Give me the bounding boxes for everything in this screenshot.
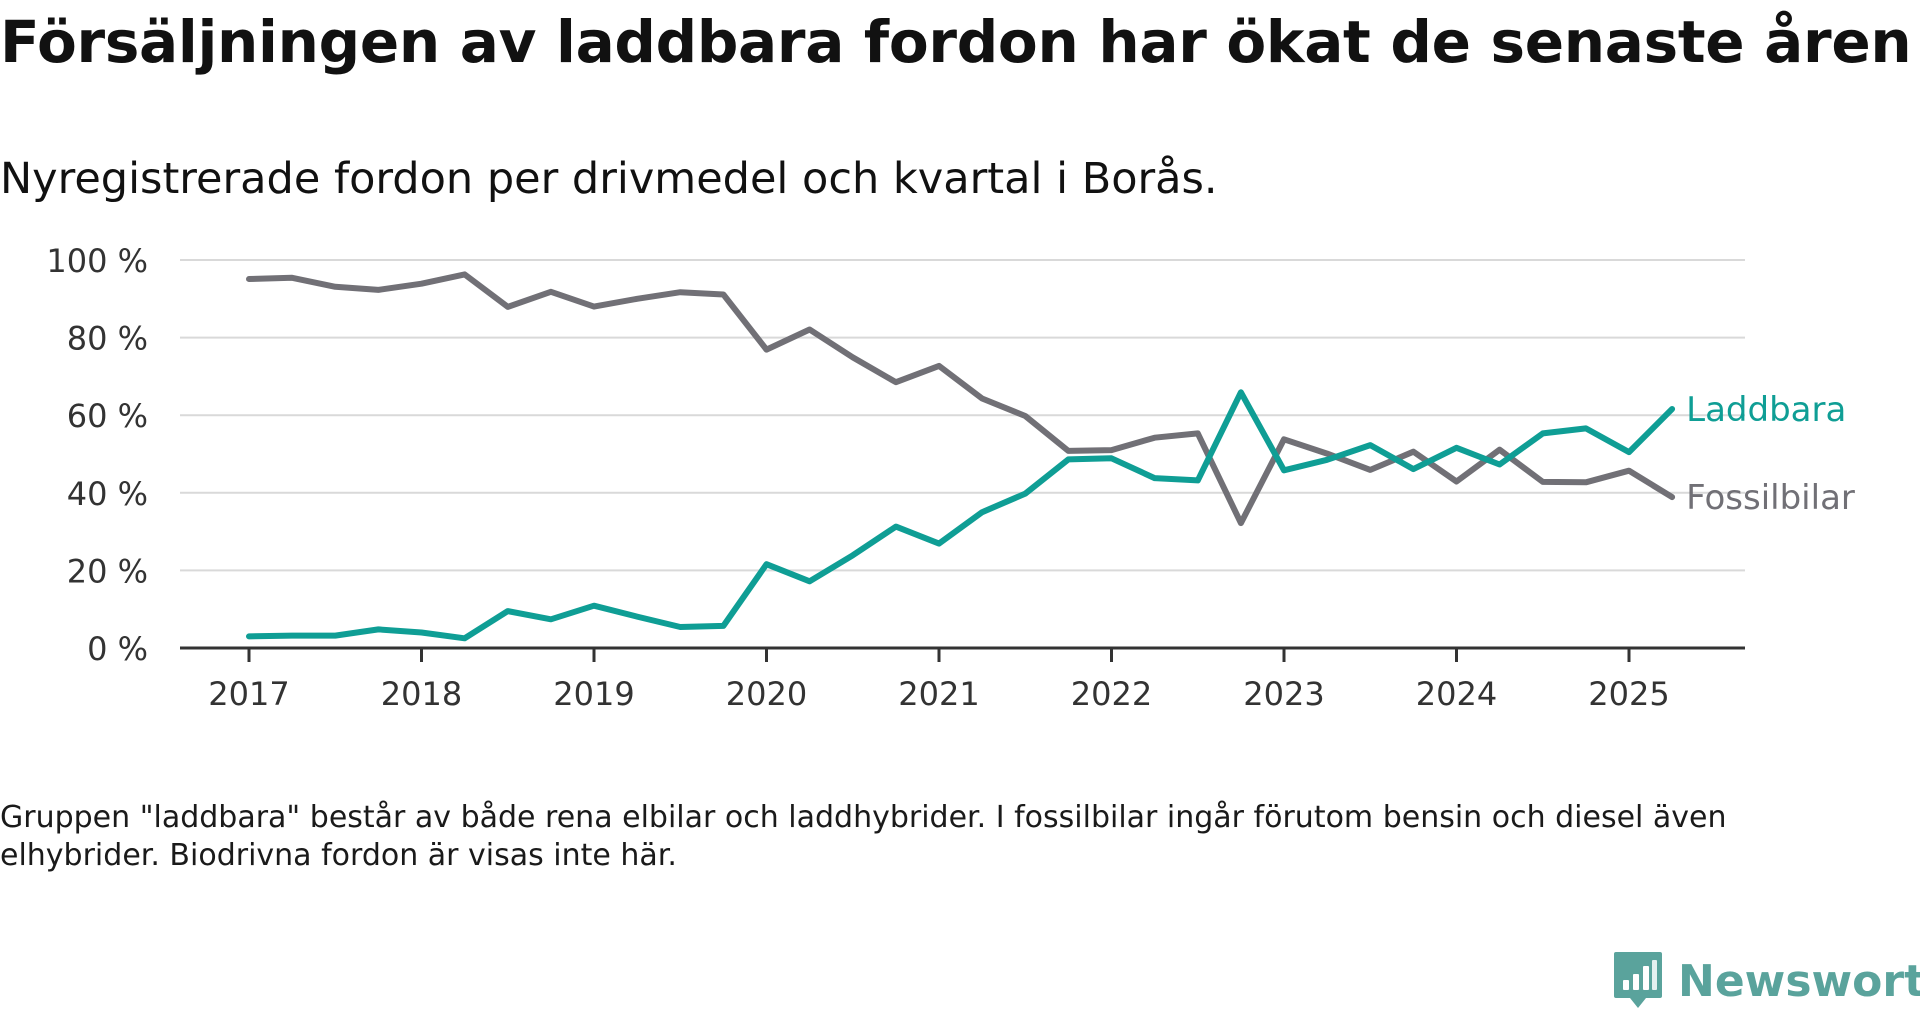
chart-title: Försäljningen av laddbara fordon har öka…: [0, 8, 1912, 76]
gridlines: [180, 259, 1745, 572]
x-tick-label: 2018: [381, 675, 462, 713]
x-tick-label: 2022: [1071, 675, 1152, 713]
x-tick-label: 2019: [553, 675, 634, 713]
series-labels: Laddbara Fossilbilar: [1686, 390, 1855, 518]
brand-name: Newsworthy: [1678, 955, 1920, 1007]
series-label-fossilbilar: Fossilbilar: [1686, 478, 1855, 518]
x-tick-label: 2025: [1588, 675, 1669, 713]
y-tick-label: 40 %: [67, 475, 148, 513]
series-lines: [246, 271, 1676, 642]
x-tick-label: 2021: [898, 675, 979, 713]
x-tick-label: 2020: [726, 675, 807, 713]
y-axis-ticks: 0 % 20 % 40 % 60 % 80 % 100 %: [46, 242, 148, 668]
series-label-laddbara: Laddbara: [1686, 390, 1846, 430]
x-tick-label: 2024: [1416, 675, 1497, 713]
chart-subtitle: Nyregistrerade fordon per drivmedel och …: [0, 154, 1218, 204]
brand: Newsworthy: [1612, 950, 1920, 1012]
y-tick-label: 80 %: [67, 320, 148, 358]
x-tick-label: 2017: [208, 675, 289, 713]
series-line-laddbara: [246, 389, 1676, 642]
y-tick-label: 60 %: [67, 397, 148, 435]
x-axis-ticks: 2017 2018 2019 2020 2021 2022 2023 2024 2025: [180, 646, 1745, 713]
newsworthy-logo-icon: [1614, 952, 1662, 1008]
y-tick-label: 20 %: [67, 552, 148, 590]
x-tick-label: 2023: [1243, 675, 1324, 713]
y-tick-label: 0 %: [87, 630, 148, 668]
y-tick-label: 100 %: [46, 242, 148, 280]
footnote: Gruppen "laddbara" består av både rena e…: [0, 800, 1727, 873]
series-line-fossilbilar: [246, 271, 1676, 527]
